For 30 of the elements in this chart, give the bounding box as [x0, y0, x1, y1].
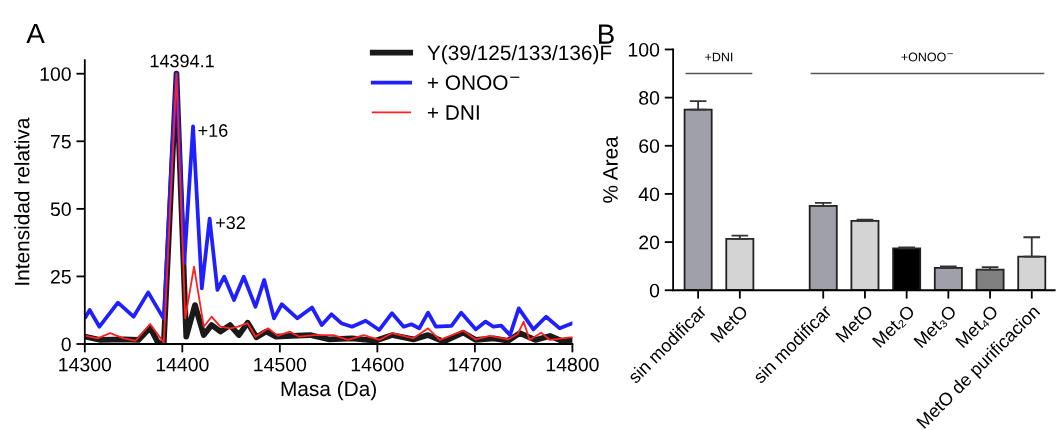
legend-label: + ONOO$^{−}$ — [427, 75, 520, 90]
y-tick-label: 40 — [638, 187, 660, 202]
y-tick-label: 60 — [639, 139, 660, 154]
y-tick-label: 80 — [639, 91, 660, 105]
annotation: +DNI — [705, 52, 733, 62]
text: A — [26, 23, 45, 44]
y-tick-label: 100 — [40, 67, 71, 81]
y-tick-label: 75 — [50, 134, 71, 149]
y-tick-label: 0 — [61, 337, 71, 352]
y-tick-label: 25 — [50, 269, 71, 284]
x-tick-label: 14600 — [351, 357, 404, 372]
y-tick-label: 100 — [628, 42, 660, 57]
y-axis-title: % Area — [603, 136, 618, 203]
x-tick-label: 14700 — [449, 357, 502, 372]
x-tick-label: 14800 — [546, 357, 599, 372]
x-axis-title: Masa (Da) — [281, 380, 376, 401]
annotation: +16 — [198, 124, 228, 137]
x-tick-label: 14300 — [59, 357, 112, 372]
legend-label: + DNI — [427, 105, 479, 120]
x-tick-label: 14500 — [254, 357, 307, 372]
y-tick-label: 20 — [639, 235, 660, 250]
y-tick-label: 0 — [649, 283, 660, 298]
y-tick-label: 50 — [50, 202, 71, 217]
text: B — [599, 24, 614, 44]
annotation: 14394.1 — [150, 54, 214, 68]
y-axis-title: Intensidad relativa — [14, 117, 30, 285]
annotation: +ONOO$^{−}$ — [901, 52, 953, 62]
annotation: +32 — [216, 216, 245, 230]
legend-label: Y(39/125/133/136)F — [427, 44, 612, 65]
x-tick-label: 14400 — [156, 357, 209, 372]
